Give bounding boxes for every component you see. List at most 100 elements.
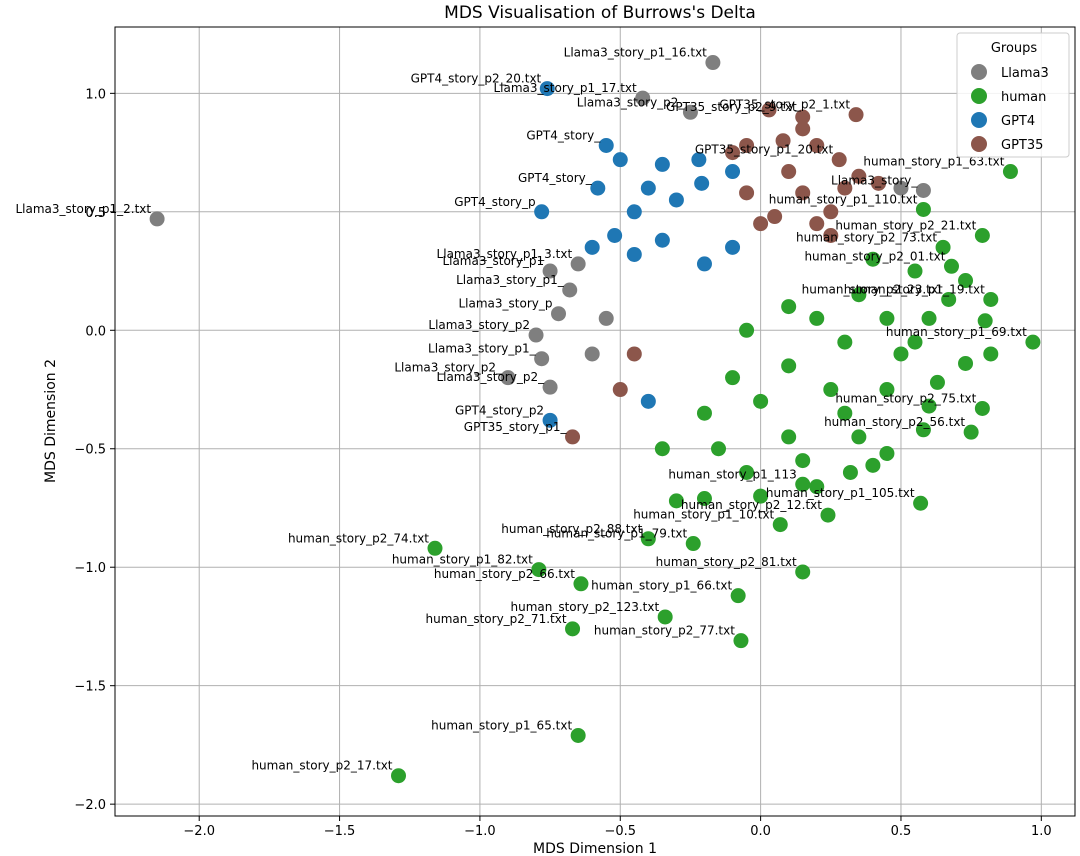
data-point-gpt35 bbox=[809, 137, 825, 153]
y-tick-label: −1.0 bbox=[74, 561, 106, 576]
point-label: GPT4_story_p2_20.txt bbox=[411, 72, 542, 86]
data-point-human bbox=[879, 445, 895, 461]
data-point-human bbox=[823, 382, 839, 398]
data-point-human bbox=[935, 239, 951, 255]
data-point-human bbox=[851, 287, 867, 303]
data-point-human bbox=[772, 517, 788, 533]
x-tick-label: 0.5 bbox=[891, 824, 912, 839]
x-tick-label: 0.0 bbox=[750, 824, 771, 839]
data-point-llama3 bbox=[528, 327, 544, 343]
point-label: human_story_p1_82.txt bbox=[392, 553, 533, 567]
data-point-gpt35 bbox=[848, 107, 864, 123]
data-point-gpt4 bbox=[607, 228, 623, 244]
data-point-human bbox=[958, 273, 974, 289]
point-label: human_story_p2_17.txt bbox=[251, 759, 392, 773]
data-point-gpt35 bbox=[739, 185, 755, 201]
data-point-gpt4 bbox=[694, 175, 710, 191]
legend-marker-human bbox=[971, 88, 987, 104]
data-point-human bbox=[915, 422, 931, 438]
data-point-gpt4 bbox=[654, 232, 670, 248]
plot-frame bbox=[114, 26, 1076, 817]
grid-lines bbox=[115, 27, 1075, 816]
point-label: human_story_p1_65.txt bbox=[431, 718, 572, 732]
data-point-human bbox=[983, 346, 999, 362]
x-tick-label: 1.0 bbox=[1031, 824, 1052, 839]
data-point-human bbox=[733, 633, 749, 649]
data-point-gpt35 bbox=[761, 102, 777, 118]
data-point-llama3 bbox=[562, 282, 578, 298]
point-label: human_story_p1_110.txt bbox=[769, 192, 918, 206]
y-tick-label: 0.0 bbox=[85, 324, 106, 339]
data-point-gpt35 bbox=[809, 216, 825, 232]
point-label: human_story_p2_88.txt bbox=[501, 522, 642, 536]
data-point-gpt35 bbox=[739, 137, 755, 153]
data-point-human bbox=[929, 374, 945, 390]
point-label: Llama3_story_ bbox=[831, 173, 918, 187]
axis-ticks: −2.0 −1.5 −1.0 −0.5 0.0 0.5 1.0 −2.0 −1.5 −1.0 −0.… bbox=[74, 87, 1051, 839]
data-point-human bbox=[391, 768, 407, 784]
data-point-gpt4 bbox=[539, 81, 555, 97]
data-point-human bbox=[943, 258, 959, 274]
data-point-gpt4 bbox=[542, 412, 558, 428]
data-point-gpt4 bbox=[725, 239, 741, 255]
data-point-human bbox=[865, 457, 881, 473]
y-tick-label: −1.5 bbox=[74, 680, 106, 695]
point-label: human_story_p1_63.txt bbox=[863, 155, 1004, 169]
data-point-human bbox=[974, 228, 990, 244]
data-point-human bbox=[842, 464, 858, 480]
data-point-human bbox=[753, 488, 769, 504]
x-tick-label: −2.0 bbox=[183, 824, 215, 839]
data-point-human bbox=[907, 334, 923, 350]
data-point-gpt4 bbox=[612, 152, 628, 168]
data-point-gpt4 bbox=[590, 180, 606, 196]
point-label: human_story_p1_19.txt bbox=[844, 282, 985, 296]
data-point-human bbox=[865, 251, 881, 267]
data-point-human bbox=[879, 382, 895, 398]
data-point-gpt35 bbox=[612, 382, 628, 398]
data-point-human bbox=[921, 310, 937, 326]
data-point-human bbox=[795, 476, 811, 492]
x-tick-label: −0.5 bbox=[604, 824, 636, 839]
data-point-human bbox=[657, 609, 673, 625]
data-point-human bbox=[837, 405, 853, 421]
point-label: human_story_p2_23.txt bbox=[802, 282, 943, 296]
data-point-gpt35 bbox=[775, 133, 791, 149]
data-point-human bbox=[837, 334, 853, 350]
point-label: human_story_p1_79.txt bbox=[546, 527, 687, 541]
legend-label: GPT35 bbox=[1001, 138, 1043, 153]
point-label: GPT35_story_p2_9.txt bbox=[666, 100, 797, 114]
point-label: human_story_p1_66.txt bbox=[591, 579, 732, 593]
data-point-gpt4 bbox=[654, 156, 670, 172]
data-point-llama3 bbox=[551, 306, 567, 322]
legend-label: human bbox=[1001, 90, 1046, 105]
data-point-gpt4 bbox=[626, 246, 642, 262]
data-point-llama3 bbox=[149, 211, 165, 227]
point-label: human_story_p1_69.txt bbox=[886, 325, 1027, 339]
data-point-llama3 bbox=[500, 370, 516, 386]
point-label: Llama3_story_p1_ bbox=[456, 273, 565, 287]
point-label: human_story_p2_81.txt bbox=[656, 555, 797, 569]
data-point-human bbox=[820, 507, 836, 523]
data-point-gpt4 bbox=[725, 164, 741, 180]
data-point-human bbox=[696, 491, 712, 507]
x-tick-label: −1.5 bbox=[324, 824, 356, 839]
data-point-gpt4 bbox=[626, 204, 642, 220]
point-label: Llama3_story_p1_ bbox=[428, 342, 537, 356]
data-point-human bbox=[907, 263, 923, 279]
point-label: GPT35_story_p2_1.txt bbox=[719, 98, 850, 112]
data-point-human bbox=[739, 322, 755, 338]
data-point-llama3 bbox=[893, 180, 909, 196]
point-label: human_story_p2_123.txt bbox=[510, 600, 659, 614]
legend-marker-gpt4 bbox=[971, 112, 987, 128]
point-label: human_story_p2_71.txt bbox=[425, 612, 566, 626]
data-point-human bbox=[739, 464, 755, 480]
data-point-gpt35 bbox=[823, 228, 839, 244]
chart-title: MDS Visualisation of Burrows's Delta bbox=[444, 3, 756, 23]
data-point-human bbox=[1002, 164, 1018, 180]
y-tick-label: −2.0 bbox=[74, 798, 106, 813]
data-point-human bbox=[941, 291, 957, 307]
data-point-human bbox=[781, 429, 797, 445]
point-label: human_story_p1_105.txt bbox=[766, 486, 915, 500]
point-label: human_story_p1_10.txt bbox=[633, 508, 774, 522]
data-point-gpt35 bbox=[795, 121, 811, 137]
